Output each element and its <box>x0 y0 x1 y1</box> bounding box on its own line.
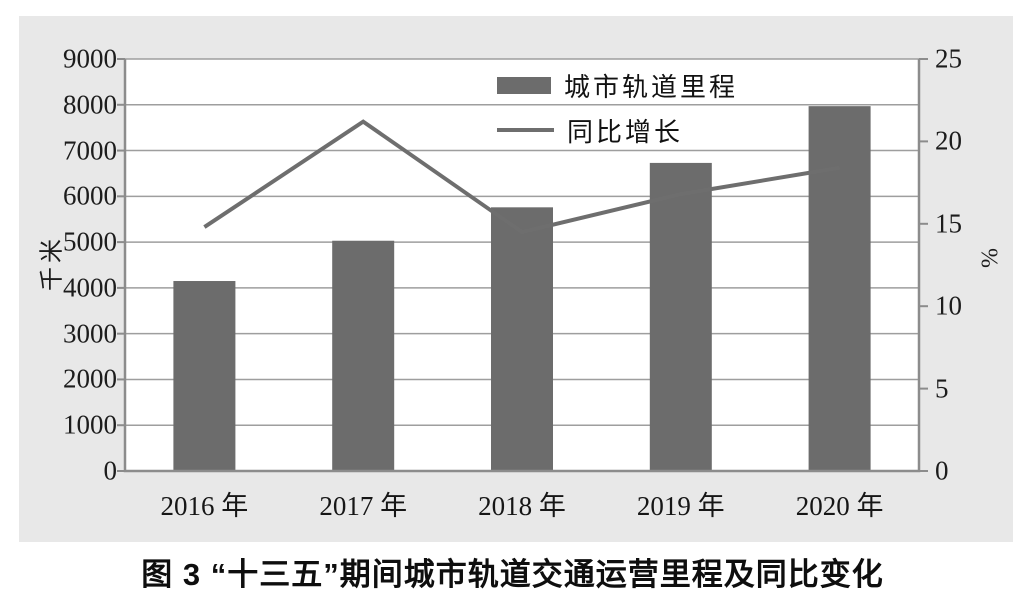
left-tick-label: 5000 <box>63 226 117 257</box>
bar-swatch-icon <box>497 76 551 94</box>
x-axis-label: 2017 年 <box>319 491 408 521</box>
right-tick-label: 0 <box>935 455 949 486</box>
right-tick-label: 25 <box>935 43 962 74</box>
right-tick-label: 15 <box>935 208 962 239</box>
legend-label-growth: 同比增长 <box>567 117 684 147</box>
line-swatch-icon <box>497 128 554 132</box>
left-tick-label: 0 <box>103 455 118 486</box>
right-tick-label: 10 <box>935 290 962 321</box>
legend: 城市轨道里程 同比增长 <box>497 67 738 148</box>
x-axis-label: 2018 年 <box>478 491 566 521</box>
left-tick-label: 8000 <box>63 89 117 120</box>
right-tick-label: 5 <box>935 373 949 404</box>
left-tick-label: 2000 <box>63 363 117 394</box>
chart-panel: 千米 % 城市轨道里程 同比增长 0 1000 2000 3000 4000 5000 60… <box>19 16 1013 542</box>
right-tick-label: 20 <box>935 125 962 156</box>
left-tick-label: 1000 <box>63 409 117 440</box>
chart-canvas <box>117 58 928 473</box>
x-axis-label: 2020 年 <box>795 491 884 521</box>
legend-label-mileage: 城市轨道里程 <box>564 72 739 102</box>
left-tick-label: 3000 <box>63 318 117 349</box>
x-axis-label: 2016 年 <box>160 491 249 521</box>
figure-caption: 图 3 “十三五”期间城市轨道交通运营里程及同比变化 <box>141 557 884 592</box>
legend-item-line: 同比增长 <box>497 112 738 148</box>
x-axis-label: 2019 年 <box>636 491 725 521</box>
plot-area: 城市轨道里程 同比增长 <box>117 58 928 473</box>
left-tick-label: 9000 <box>63 43 117 74</box>
left-tick-label: 6000 <box>63 180 117 211</box>
left-tick-label: 7000 <box>63 135 117 166</box>
left-tick-label: 4000 <box>63 272 117 303</box>
legend-item-bar: 城市轨道里程 <box>497 67 738 103</box>
right-axis-title: % <box>977 248 1004 268</box>
